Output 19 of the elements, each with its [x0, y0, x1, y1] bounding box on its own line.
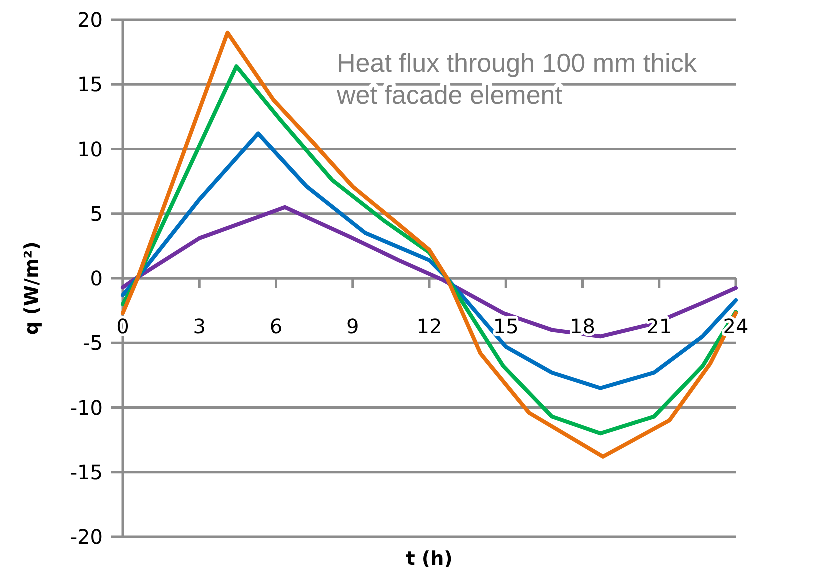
y-tick-label: 0	[90, 266, 103, 290]
x-tick-label: 12	[416, 314, 442, 338]
y-tick-label: 20	[78, 8, 103, 32]
y-tick-label: 10	[78, 137, 103, 162]
y-tick-label: 15	[78, 72, 103, 97]
x-tick-label: 9	[346, 314, 360, 338]
x-tick-label: 3	[193, 314, 206, 338]
x-tick-label: 0	[116, 314, 130, 338]
x-tick-label: 6	[270, 314, 283, 338]
y-tick-label: -20	[70, 525, 103, 549]
y-tick-label: 5	[90, 202, 103, 226]
y-tick-label: -15	[70, 460, 103, 484]
x-axis-title: t (h)	[406, 548, 453, 570]
y-axis-title: q (W/m²)	[21, 242, 43, 336]
x-tick-label: 18	[570, 314, 596, 338]
y-tick-label: -10	[70, 396, 103, 420]
x-tick-label: 15	[493, 314, 519, 338]
text: Heat flux through 100 mm thick wet facade element	[336, 48, 698, 110]
y-tick-label: -5	[83, 331, 103, 356]
